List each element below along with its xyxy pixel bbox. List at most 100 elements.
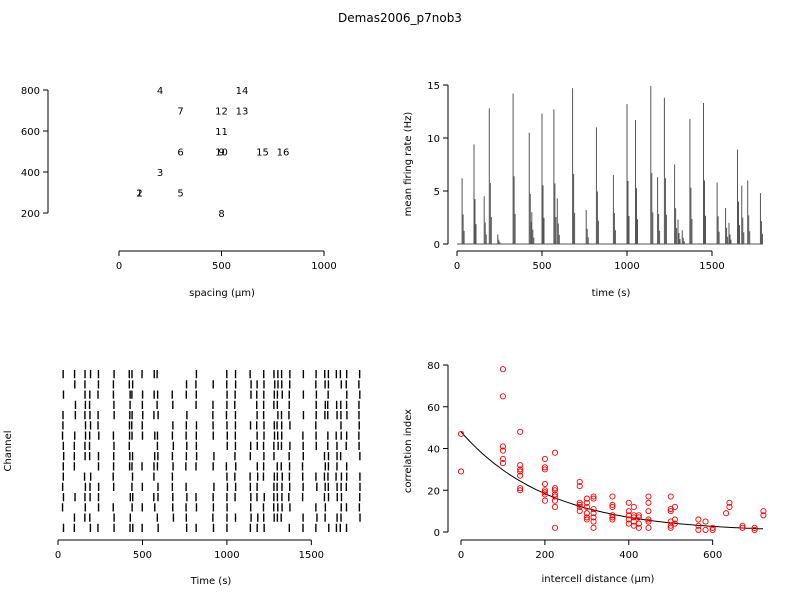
data-point xyxy=(645,493,652,500)
x-axis-title: Time (s) xyxy=(190,576,232,587)
data-point xyxy=(695,526,702,533)
x-axis: 0 500 1000 1500 xyxy=(55,539,324,561)
data-point xyxy=(499,366,506,373)
x-tick-label: 0 xyxy=(55,550,61,561)
electrode-label: 7 xyxy=(177,107,183,118)
data-point xyxy=(551,493,559,500)
data-point xyxy=(517,462,524,469)
electrode-label: 2 xyxy=(136,189,142,200)
data-point xyxy=(583,514,590,521)
x-axis-title: intercell distance (µm) xyxy=(542,574,655,585)
data-point xyxy=(551,503,559,511)
firing-rate-panel: 0 500 1000 1500 0 5 10 15 time (s) mean firing… xyxy=(403,81,763,299)
x-axis-title: time (s) xyxy=(592,288,631,299)
data-point xyxy=(576,478,583,485)
x-tick-label: 600 xyxy=(703,550,722,561)
y-tick-label: 10 xyxy=(427,134,440,145)
data-point xyxy=(645,524,652,531)
data-point xyxy=(709,526,716,533)
data-point xyxy=(499,443,506,450)
y-axis-title: mean firing rate (Hz) xyxy=(403,112,414,217)
data-point xyxy=(609,503,616,511)
data-point xyxy=(517,468,524,475)
y-axis: 200 400 600 800 xyxy=(21,86,49,220)
data-point xyxy=(760,508,767,515)
data-point xyxy=(671,503,678,511)
data-point xyxy=(609,512,616,519)
data-point xyxy=(590,518,597,525)
data-point xyxy=(667,493,674,500)
x-tick-label: 1500 xyxy=(699,261,724,272)
x-tick-label: 1000 xyxy=(214,550,239,561)
y-tick-label: 0 xyxy=(434,528,440,539)
data-point xyxy=(551,524,559,531)
x-tick-label: 0 xyxy=(116,261,122,272)
data-point xyxy=(609,493,616,500)
data-point xyxy=(517,485,524,492)
data-point xyxy=(499,393,506,400)
data-point xyxy=(541,487,548,494)
data-point xyxy=(590,514,597,521)
data-point xyxy=(695,516,702,523)
data-point xyxy=(695,522,702,529)
data-point xyxy=(667,508,674,515)
data-point xyxy=(499,460,506,467)
data-point xyxy=(551,487,559,494)
data-point xyxy=(576,499,583,506)
correlation-panel: 0 200 400 600 0 20 40 60 80 intercell distance … xyxy=(403,361,767,585)
electrode-label: 14 xyxy=(236,86,249,97)
data-point xyxy=(671,516,678,523)
data-point xyxy=(645,518,652,525)
data-point xyxy=(739,524,746,531)
data-point xyxy=(667,524,674,531)
y-axis-title: Channel xyxy=(3,430,14,471)
y-tick-label: 400 xyxy=(21,168,40,179)
data-point xyxy=(630,503,637,511)
data-point xyxy=(576,503,583,511)
y-tick-label: 200 xyxy=(21,209,40,220)
data-point xyxy=(645,508,652,515)
x-tick-label: 400 xyxy=(619,550,638,561)
y-tick-label: 15 xyxy=(427,81,440,92)
data-point xyxy=(457,430,465,437)
data-point xyxy=(590,510,597,517)
data-point xyxy=(625,516,632,523)
y-tick-label: 0 xyxy=(434,240,440,251)
x-axis: 0 200 400 600 xyxy=(458,539,722,561)
data-point xyxy=(583,499,590,506)
data-point xyxy=(541,466,548,473)
x-tick-label: 500 xyxy=(133,550,152,561)
data-point xyxy=(551,485,559,492)
data-point xyxy=(541,464,548,471)
data-point xyxy=(609,516,616,523)
x-tick-label: 1000 xyxy=(311,261,336,272)
x-axis-title: spacing (µm) xyxy=(189,288,255,299)
data-point xyxy=(671,520,678,527)
y-axis-title: correlation index xyxy=(403,409,414,493)
data-point xyxy=(609,501,616,508)
data-point xyxy=(541,489,548,496)
data-point xyxy=(635,524,642,531)
data-point xyxy=(635,514,642,521)
figure-title: Demas2006_p7nob3 xyxy=(338,11,462,25)
y-tick-label: 600 xyxy=(21,127,40,138)
data-point xyxy=(541,480,548,488)
x-tick-label: 1500 xyxy=(299,550,324,561)
data-point xyxy=(726,499,733,506)
y-tick-label: 800 xyxy=(21,86,40,97)
data-point xyxy=(517,428,524,435)
fit-curve xyxy=(460,431,764,530)
data-point xyxy=(590,505,597,513)
data-point xyxy=(635,512,642,519)
data-point xyxy=(630,522,637,529)
data-point xyxy=(702,518,709,525)
data-point xyxy=(625,499,632,506)
x-tick-label: 500 xyxy=(212,261,231,272)
data-point xyxy=(583,495,590,502)
data-point xyxy=(551,491,559,498)
electrode-label: 4 xyxy=(157,86,163,97)
data-point xyxy=(760,512,767,519)
data-point xyxy=(551,497,559,504)
